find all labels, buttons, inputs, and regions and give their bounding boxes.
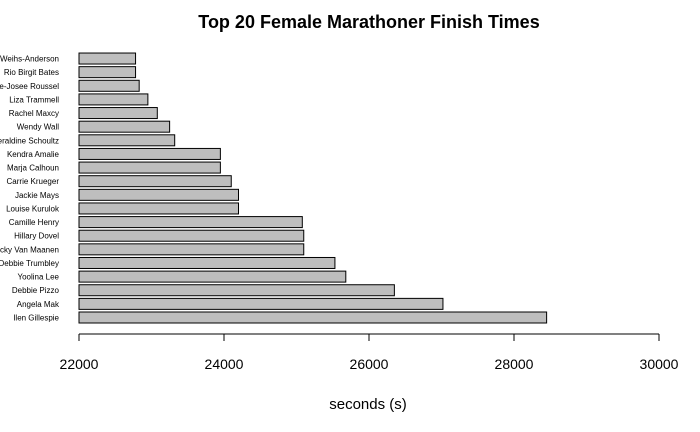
x-tick-label-3: 28000: [495, 356, 534, 372]
bar-19: [78, 52, 137, 65]
bar-7: [78, 216, 303, 229]
category-label-2: Debbie Pizzo: [12, 286, 60, 295]
bar-13: [78, 134, 176, 147]
x-axis: 22000 24000 26000 28000 30000: [60, 333, 679, 372]
category-label-12: Kendra Amalie: [7, 150, 60, 159]
bar-6: [78, 229, 305, 242]
bar-14: [78, 120, 171, 133]
category-label-8: Louise Kurulok: [6, 204, 60, 213]
bar-9: [78, 188, 239, 201]
bar-15: [78, 107, 158, 120]
x-tick-label-2: 26000: [350, 356, 389, 372]
bar-8: [78, 202, 239, 215]
category-label-4: Debbie Trumbley: [0, 259, 59, 268]
category-label-9: Jackie Mays: [15, 191, 59, 200]
bar-17: [78, 79, 140, 92]
bar-0: [78, 311, 548, 324]
bar-2: [78, 284, 395, 297]
category-label-17: Marie-Josee Roussel: [0, 82, 59, 91]
category-label-3: Yoolina Lee: [17, 273, 59, 282]
category-label-18: Rio Birgit Bates: [4, 68, 59, 77]
category-label-10: Carrie Krueger: [7, 177, 60, 186]
category-label-6: Hillary Dovel: [14, 232, 59, 241]
category-label-11: Marja Calhoun: [7, 164, 59, 173]
chart-title: Top 20 Female Marathoner Finish Times: [198, 12, 539, 32]
x-axis-label: seconds (s): [329, 396, 407, 413]
bar-12: [78, 147, 221, 160]
x-tick-label-1: 24000: [205, 356, 244, 372]
bar-1: [78, 297, 444, 310]
category-label-13: Geraldine Schoultz: [0, 136, 59, 145]
category-label-7: Camille Henry: [9, 218, 59, 227]
bar-4: [78, 256, 336, 269]
bar-10: [78, 175, 232, 188]
bar-16: [78, 93, 149, 106]
category-label-0: Ilen Gillespie: [13, 314, 59, 323]
bar-3: [78, 270, 347, 283]
bar-5: [78, 243, 305, 256]
x-tick-label-4: 30000: [640, 356, 679, 372]
category-label-15: Rachel Maxcy: [9, 109, 59, 118]
category-label-1: Angela Mak: [17, 300, 60, 309]
category-label-19: Jennie Weihs-Anderson: [0, 55, 59, 64]
category-label-16: Liza Trammell: [9, 95, 59, 104]
bar-11: [78, 161, 221, 174]
category-label-5: Becky Van Maanen: [0, 245, 59, 254]
bars-group: [78, 52, 548, 324]
category-labels: Ilen Gillespie Angela Mak Debbie Pizzo Yool…: [0, 55, 60, 323]
bar-18: [78, 66, 137, 79]
x-tick-label-0: 22000: [60, 356, 99, 372]
category-label-14: Wendy Wall: [17, 123, 59, 132]
